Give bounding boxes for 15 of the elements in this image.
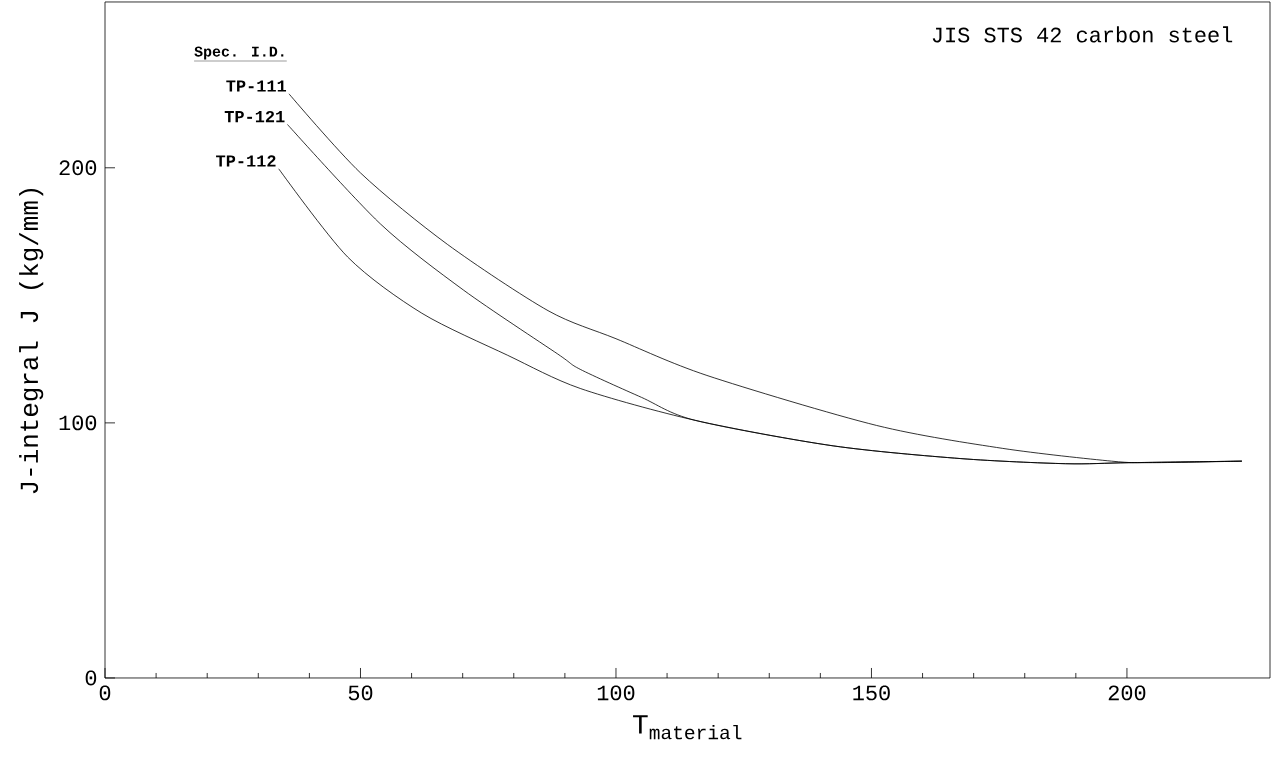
y-axis-title: J-integral J (kg/mm): [19, 188, 44, 494]
legend-title: Spec. I.D.: [194, 46, 284, 60]
y-tick-label: 200: [59, 160, 97, 176]
series-label: TP-111: [226, 80, 287, 92]
x-axis-title: T$_{material}$: [633, 715, 742, 740]
annotation: JIS STS 42 carbon steel: [932, 26, 1233, 43]
x-tick-label: 200: [1108, 685, 1146, 701]
x-tick-label: 0: [99, 685, 111, 701]
x-tick-label: 50: [348, 685, 373, 701]
series-label: TP-121: [224, 110, 285, 123]
x-tick-label: 100: [597, 685, 635, 701]
y-tick-label: 0: [85, 670, 97, 686]
x-tick-label: 150: [853, 685, 890, 701]
series-label: TP-112: [216, 155, 276, 167]
y-tick-label: 100: [59, 415, 97, 431]
